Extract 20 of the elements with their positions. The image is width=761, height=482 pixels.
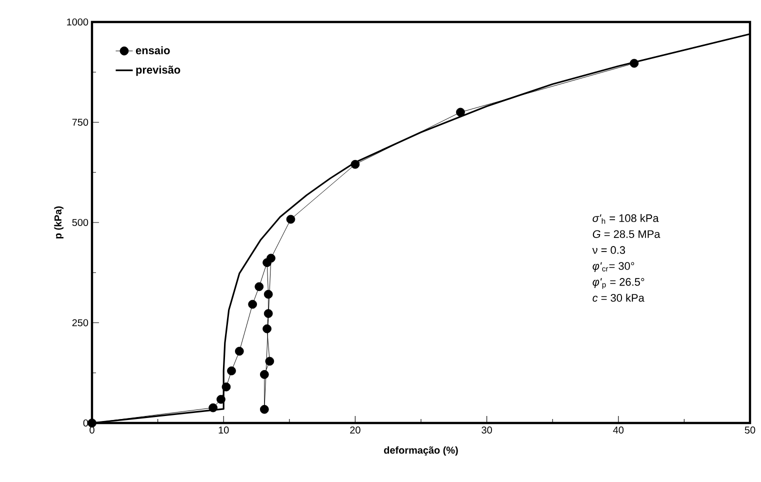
y-tick-label: 500 bbox=[72, 218, 88, 226]
annotation: φ'$_{cr}$= 30° bbox=[592, 262, 634, 272]
annotation: φ'$_{p}$ = 26.5° bbox=[592, 278, 644, 289]
y-tick-label: 0 bbox=[83, 419, 88, 427]
legend-label: previsão bbox=[136, 66, 180, 76]
annotation: G = 28.5 MPa bbox=[592, 230, 660, 238]
x-tick-label: 20 bbox=[350, 426, 360, 434]
x-axis-title: deformação (%) bbox=[384, 446, 458, 456]
y-axis-title: p (kPa) bbox=[54, 206, 64, 238]
y-tick-label: 1000 bbox=[67, 18, 88, 26]
legend-label: ensaio bbox=[136, 46, 170, 54]
x-tick-label: 50 bbox=[744, 426, 756, 434]
annotation: c = 30 kPa bbox=[592, 294, 644, 302]
x-tick-label: 30 bbox=[482, 426, 492, 434]
y-tick-label: 750 bbox=[72, 118, 88, 126]
annotation: ν = 0.3 bbox=[592, 246, 626, 254]
annotation: σ'$_{h}$ = 108 kPa bbox=[592, 214, 659, 224]
y-tick-label: 250 bbox=[72, 319, 88, 326]
x-tick-label: 10 bbox=[218, 426, 229, 434]
x-tick-label: 40 bbox=[613, 426, 624, 434]
